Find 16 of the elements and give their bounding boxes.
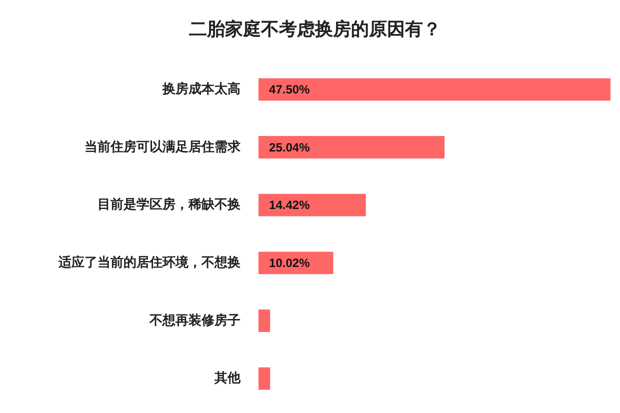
y-tick-label: 不想再装修房子	[148, 312, 240, 328]
y-tick-label: 换房成本太高	[162, 80, 240, 97]
bar	[258, 310, 270, 332]
data-label: 25.04%	[269, 140, 310, 154]
data-label: 10.02%	[269, 256, 310, 270]
bar	[258, 136, 445, 158]
y-tick-label: 适应了当前的居住环境，不想换	[58, 254, 240, 270]
data-label: 14.42%	[269, 198, 310, 212]
y-tick-label: 目前是学区房，稀缺不换	[98, 196, 240, 213]
y-tick-label: 其他	[214, 371, 242, 386]
y-tick-label: 当前住房可以满足居住需求	[84, 138, 242, 155]
bar	[258, 78, 610, 101]
bar	[258, 194, 366, 216]
bar	[258, 367, 270, 390]
chart-title: 二胎家庭不考虑换房的原因有？	[189, 18, 441, 42]
data-label: 47.50%	[269, 82, 310, 96]
